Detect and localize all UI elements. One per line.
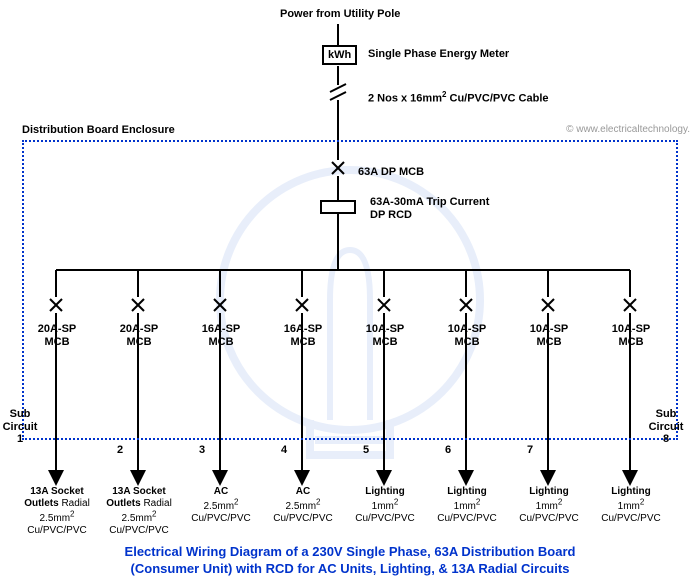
- branch-number: 4: [274, 444, 294, 457]
- caption: Electrical Wiring Diagram of a 230V Sing…: [40, 544, 660, 578]
- enclosure-box: [22, 140, 678, 440]
- branch-number: 2: [110, 444, 130, 457]
- branch-load-label: AC2.5mm2Cu/PVC/PVC: [182, 486, 260, 525]
- branch-mcb-label: 20A-SP MCB: [26, 323, 88, 348]
- branch-load-label: Lighting1mm2Cu/PVC/PVC: [346, 486, 424, 525]
- branch-mcb-label: 10A-SP MCB: [600, 323, 662, 348]
- branch-load-label: Lighting1mm2Cu/PVC/PVC: [592, 486, 670, 525]
- enclosure-label: Distribution Board Enclosure: [22, 124, 175, 137]
- branch-load-label: Lighting1mm2Cu/PVC/PVC: [428, 486, 506, 525]
- branch-load-label: AC2.5mm2Cu/PVC/PVC: [264, 486, 342, 525]
- energy-meter: kWh: [322, 45, 357, 65]
- branch-mcb-label: 16A-SP MCB: [272, 323, 334, 348]
- branch-mcb-label: 10A-SP MCB: [518, 323, 580, 348]
- branch-mcb-label: 10A-SP MCB: [354, 323, 416, 348]
- branch-number: 5: [356, 444, 376, 457]
- sub-circuit-left: Sub Circuit 1: [0, 408, 42, 446]
- meter-text: kWh: [328, 49, 351, 61]
- branch-load-label: 13A SocketOutlets Radial2.5mm2Cu/PVC/PVC: [18, 486, 96, 537]
- branch-mcb-label: 20A-SP MCB: [108, 323, 170, 348]
- branch-number: 7: [520, 444, 540, 457]
- rcd-label: 63A-30mA Trip Current DP RCD: [370, 196, 489, 221]
- rcd-box: [320, 200, 356, 214]
- main-mcb-label: 63A DP MCB: [358, 166, 424, 179]
- branch-load-label: Lighting1mm2Cu/PVC/PVC: [510, 486, 588, 525]
- meter-label: Single Phase Energy Meter: [368, 48, 509, 61]
- branch-number: 3: [192, 444, 212, 457]
- diagram-canvas: Power from Utility Pole kWh Single Phase…: [0, 0, 700, 585]
- source-label: Power from Utility Pole: [280, 8, 400, 21]
- cable-label: 2 Nos x 16mm2 Cu/PVC/PVC Cable: [368, 90, 549, 105]
- branch-number: 6: [438, 444, 458, 457]
- branch-load-label: 13A SocketOutlets Radial2.5mm2Cu/PVC/PVC: [100, 486, 178, 537]
- watermark-text: © www.electricaltechnology.: [566, 124, 690, 136]
- sub-circuit-right: Sub Circuit 8: [644, 408, 688, 446]
- branch-mcb-label: 10A-SP MCB: [436, 323, 498, 348]
- branch-mcb-label: 16A-SP MCB: [190, 323, 252, 348]
